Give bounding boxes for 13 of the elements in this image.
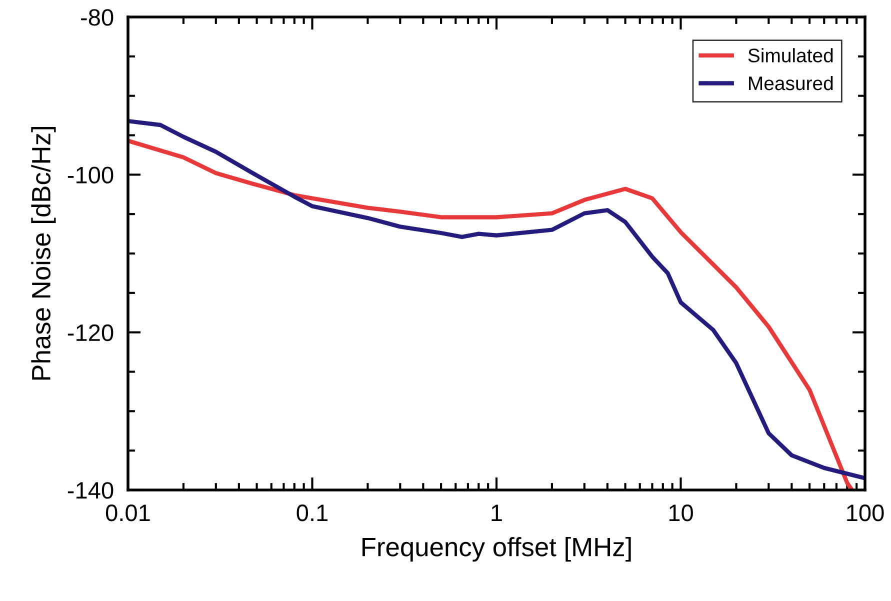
y-tick-label: -80 <box>81 9 114 26</box>
legend-label: Measured <box>749 76 833 90</box>
x-tick-label: 1 <box>492 504 502 521</box>
y-tick-label: -140 <box>68 482 114 499</box>
legend-label: Simulated <box>748 48 833 62</box>
y-tick-label: -100 <box>68 166 114 184</box>
x-tick-label: 0.01 <box>106 504 150 522</box>
x-tick-label: 100 <box>847 504 884 522</box>
y-tick-label: -120 <box>68 324 114 342</box>
x-tick-label: 0.1 <box>296 504 328 522</box>
y-axis-title: Phase Noise [dBc/Hz] <box>31 127 56 380</box>
x-tick-label: 10 <box>669 504 693 522</box>
x-axis-title: Frequency offset [MHz] <box>362 537 631 562</box>
